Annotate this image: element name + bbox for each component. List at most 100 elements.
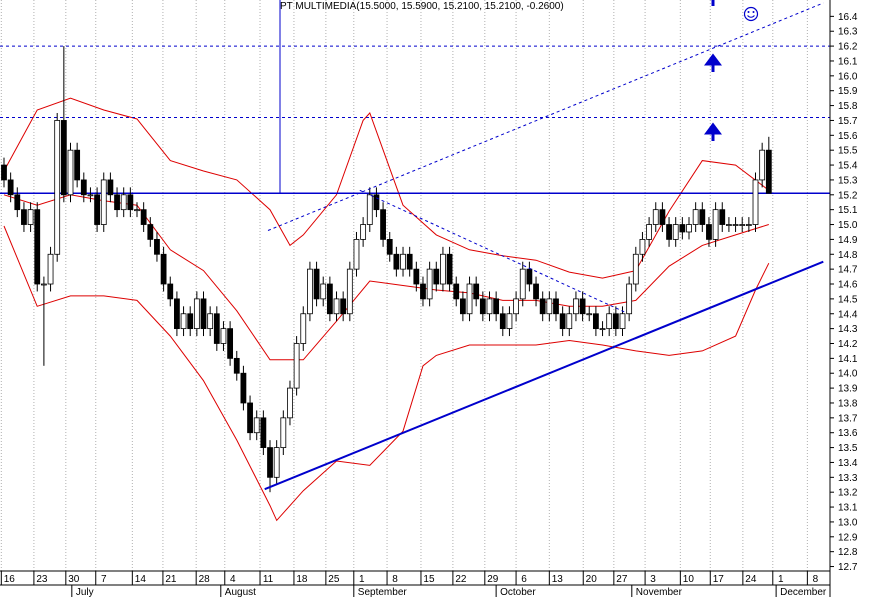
y-tick-label: 15.0: [838, 220, 858, 231]
y-tick-label: 12.7: [838, 562, 858, 573]
y-tick-label: 14.0: [838, 369, 858, 380]
y-tick-label: 13.8: [838, 398, 858, 409]
axes: 16.4 16.3 16.2 16.1 16.0 15.9 15.8 15.7 15.6 15.5…: [0, 0, 858, 597]
candle-body: [386, 239, 393, 255]
y-tick-label: 13.7: [838, 413, 858, 424]
x-tick-label: 11: [263, 574, 274, 585]
candle-body: [100, 179, 107, 225]
candle-body: [652, 209, 659, 225]
bollinger-band: [3, 225, 770, 522]
candle-body: [606, 313, 613, 330]
candle-body: [573, 298, 579, 315]
x-tick-label: 13: [552, 574, 564, 585]
y-tick-label: 14.3: [838, 324, 858, 335]
candle-body: [433, 268, 440, 285]
x-tick-label: 8: [392, 574, 398, 585]
candle-body: [446, 253, 453, 285]
candle-body: [67, 149, 74, 196]
candle-body: [712, 209, 719, 240]
candle-body: [240, 372, 247, 404]
trend-line: [359, 189, 626, 313]
y-tick-label: 15.6: [838, 131, 858, 142]
candle-body: [313, 268, 320, 300]
candle-body: [499, 313, 506, 330]
candle-body: [699, 209, 706, 225]
y-tick-label: 13.3: [838, 473, 858, 484]
candle-body: [646, 224, 653, 240]
candle-body: [719, 209, 726, 225]
y-tick-label: 14.7: [838, 265, 858, 276]
candle-body: [592, 313, 599, 330]
x-tick-label: 22: [455, 574, 467, 585]
x-tick-label: 14: [135, 574, 147, 585]
candle-body: [619, 313, 626, 330]
candle-body: [559, 313, 566, 330]
candle-body: [247, 402, 253, 434]
candle-body: [732, 224, 739, 226]
arrow: [704, 53, 722, 72]
candle-body: [167, 283, 174, 300]
candle-body: [220, 328, 227, 344]
x-tick-label: 27: [616, 574, 628, 585]
candle-body: [706, 224, 712, 240]
candle-body: [539, 298, 546, 315]
x-tick-label: 25: [328, 574, 340, 585]
candle-body: [27, 209, 34, 225]
y-tick-label: 13.1: [838, 503, 858, 514]
candle-body: [586, 313, 593, 316]
y-tick-label: 15.4: [838, 161, 858, 172]
candle-body: [739, 224, 746, 226]
x-tick-label: 15: [423, 574, 435, 585]
month-label: November: [636, 587, 683, 597]
candle-body: [154, 239, 160, 255]
x-tick-label: 29: [487, 574, 499, 585]
candle-body: [7, 179, 14, 196]
y-tick-label: 13.6: [838, 428, 858, 439]
y-tick-label: 15.1: [838, 205, 858, 216]
candle-body: [54, 120, 61, 255]
candle-body: [307, 268, 313, 315]
candle-body: [380, 209, 386, 240]
candle-body: [174, 298, 180, 330]
candle-body: [60, 120, 67, 196]
candle-body: [686, 224, 692, 233]
trend-line: [264, 260, 824, 491]
y-tick-label: 15.8: [838, 101, 858, 112]
arrow: [704, 122, 722, 141]
x-tick-label: 20: [586, 574, 598, 585]
x-tick-label: 3: [650, 574, 656, 585]
candle-body: [765, 149, 772, 194]
candle-body: [666, 224, 672, 240]
candle-body: [579, 298, 586, 315]
y-tick-label: 13.5: [838, 443, 858, 454]
candle-body: [639, 239, 646, 255]
candle-body: [280, 417, 287, 448]
x-tick-label: 18: [296, 574, 308, 585]
x-tick-label: 1: [359, 574, 365, 585]
x-tick-label: 23: [36, 574, 48, 585]
candle-body: [74, 149, 81, 181]
candle-body: [466, 283, 473, 315]
candle-body: [293, 343, 300, 389]
candle-body: [553, 298, 559, 315]
candle-body: [114, 194, 120, 211]
x-tick-label: 4: [230, 574, 236, 585]
x-tick-label: 1: [778, 574, 784, 585]
candle-body: [353, 239, 360, 270]
candle-body: [213, 313, 220, 344]
x-tick-label: 24: [745, 574, 757, 585]
candle-body: [420, 283, 426, 300]
candle-body: [453, 283, 460, 300]
x-tick-label: 7: [101, 574, 107, 585]
annotations: [704, 0, 759, 141]
y-tick-label: 13.9: [838, 384, 858, 395]
x-tick-label: 10: [683, 574, 695, 585]
candle-body: [1, 164, 7, 181]
candle-body: [180, 313, 187, 330]
candle-body: [260, 417, 267, 448]
candle-body: [233, 357, 240, 374]
month-label: September: [358, 587, 408, 597]
candle-body: [47, 253, 54, 285]
x-tick-label: 6: [521, 574, 527, 585]
